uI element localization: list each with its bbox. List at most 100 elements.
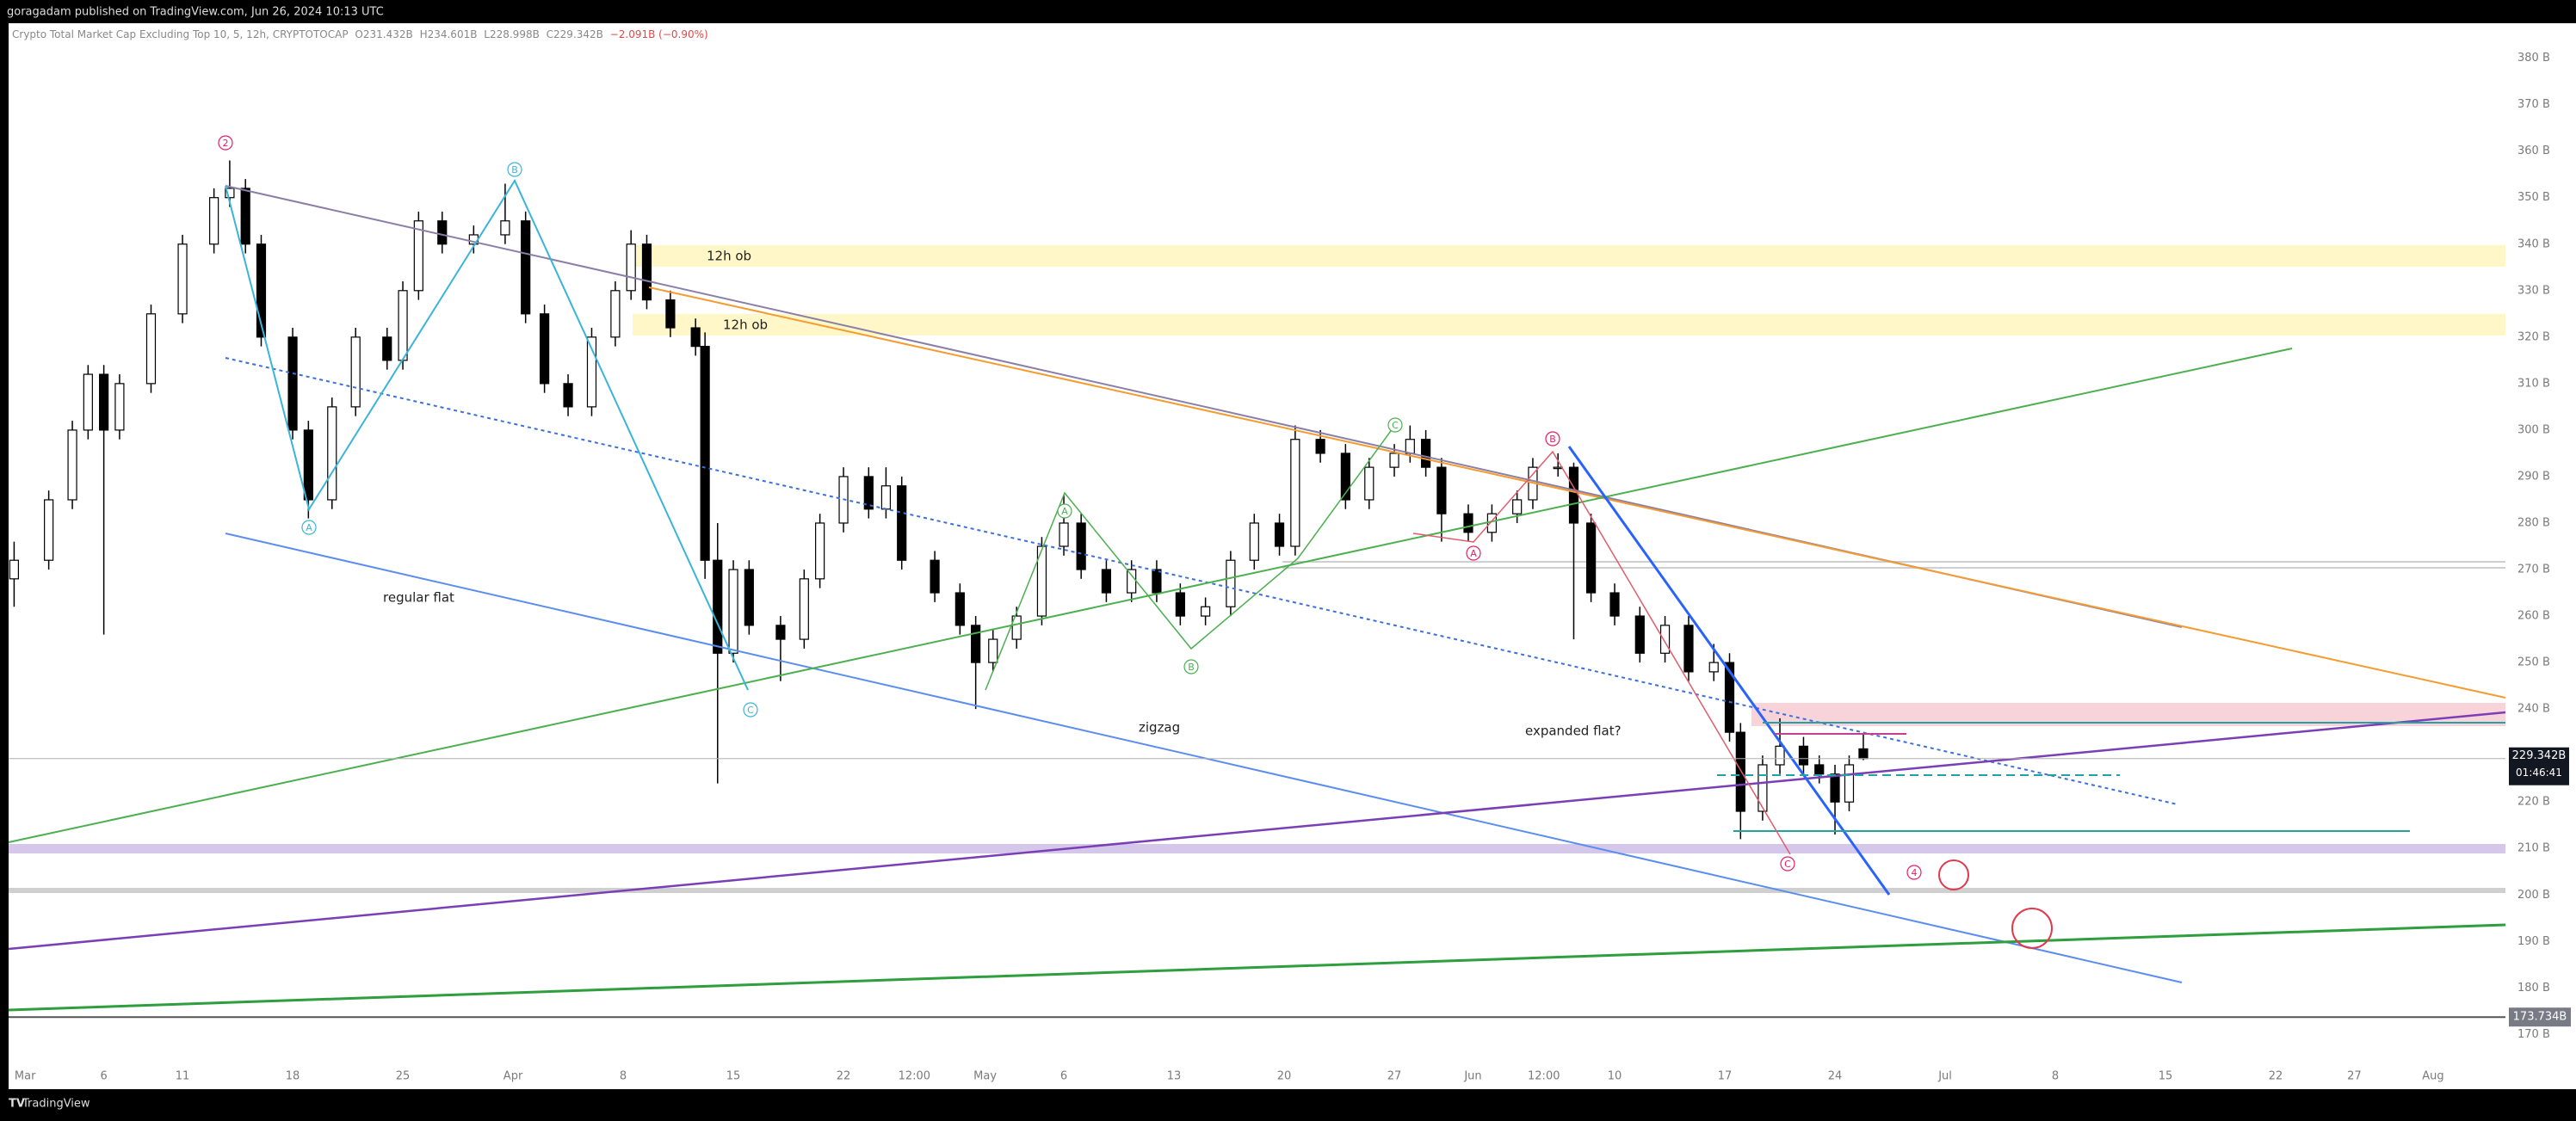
price-tag xyxy=(2509,747,2569,785)
candle-body xyxy=(500,220,510,236)
candle-body xyxy=(641,243,652,301)
candle-body xyxy=(1152,569,1162,594)
zones xyxy=(9,245,2505,893)
wave-badge xyxy=(301,520,317,535)
y-tick-label: 310 B xyxy=(2517,377,2550,390)
wave-badge xyxy=(1466,545,1481,561)
attribution: goragadam published on TradingView.com, … xyxy=(7,6,384,19)
y-tick-label: 350 B xyxy=(2517,191,2550,204)
candle-body xyxy=(563,383,573,408)
wave-badge xyxy=(1387,417,1403,433)
candle-body xyxy=(240,188,250,245)
y-tick-label: 320 B xyxy=(2517,330,2550,343)
target-circle xyxy=(1938,859,1969,890)
y-tick-label: 290 B xyxy=(2517,470,2550,483)
candle-body xyxy=(1421,439,1431,468)
x-tick-label: 10 xyxy=(1608,1070,1622,1083)
trend-line xyxy=(8,348,2293,843)
y-tick-label: 260 B xyxy=(2517,610,2550,623)
candle-body xyxy=(1634,615,1645,654)
support-band xyxy=(9,844,2505,853)
candle-body xyxy=(1609,592,1620,617)
candle-body xyxy=(700,346,710,561)
candle-body xyxy=(1175,592,1185,617)
y-tick-label: 360 B xyxy=(2517,145,2550,157)
low-tag-label: 173.734B xyxy=(2513,1011,2567,1024)
candle-body xyxy=(1249,522,1259,561)
candle-body xyxy=(1553,466,1563,470)
wave-badge xyxy=(1057,503,1072,519)
wave-label: B xyxy=(1549,434,1556,445)
candle-body xyxy=(1127,569,1137,594)
x-tick-label: 11 xyxy=(176,1070,190,1083)
candle-body xyxy=(145,313,157,385)
y-tick-label: 380 B xyxy=(2517,52,2550,65)
x-tick-label: 25 xyxy=(396,1070,411,1083)
candle-body xyxy=(1512,499,1523,514)
candle-body xyxy=(287,336,298,431)
candle-body xyxy=(209,197,219,245)
support-band xyxy=(9,888,2505,893)
candle-body xyxy=(83,373,93,431)
legend-low: L228.998B xyxy=(484,28,540,40)
y-tick-label: 220 B xyxy=(2517,796,2550,809)
candle-body xyxy=(1274,522,1285,547)
candle-body xyxy=(382,336,392,361)
wave-badge xyxy=(1780,856,1795,872)
x-tick-label: May xyxy=(973,1070,997,1083)
candle-body xyxy=(1683,625,1694,673)
zone-label: 12h ob xyxy=(723,317,768,333)
trend-line xyxy=(8,923,2506,1012)
y-tick-label: 340 B xyxy=(2517,237,2550,250)
candle-body xyxy=(1775,745,1785,766)
x-tick-label: 6 xyxy=(1060,1070,1067,1083)
wave-label: 4 xyxy=(1912,867,1918,878)
order-block-zone xyxy=(633,245,2505,267)
candle-body xyxy=(99,373,109,431)
candle-body xyxy=(728,569,738,654)
wave-path xyxy=(985,424,1396,691)
candle-body xyxy=(350,336,361,408)
candle-body xyxy=(437,220,448,245)
wave-label: A xyxy=(1061,506,1068,517)
x-tick-label: Apr xyxy=(503,1070,523,1083)
candle-body xyxy=(1659,625,1671,654)
y-tick-label: 370 B xyxy=(2517,98,2550,111)
price-tag-label: 229.342B xyxy=(2512,749,2567,762)
candle-body xyxy=(586,336,597,408)
x-tick-label: 20 xyxy=(1277,1070,1292,1083)
x-tick-label: 13 xyxy=(1167,1070,1182,1083)
candle-body xyxy=(1101,569,1112,594)
chart-background xyxy=(9,23,2576,1089)
wave-badge xyxy=(1545,431,1560,447)
x-tick-label: 24 xyxy=(1828,1070,1843,1083)
candle-body xyxy=(1315,439,1325,454)
x-tick-label: 15 xyxy=(726,1070,741,1083)
candle-body xyxy=(897,485,907,561)
y-tick-label: 300 B xyxy=(2517,423,2550,436)
candle-body xyxy=(988,638,998,663)
x-tick-label: 15 xyxy=(2159,1070,2173,1083)
drawings xyxy=(8,178,2506,1012)
candle-body xyxy=(775,625,786,640)
zone-label: 12h ob xyxy=(707,249,751,264)
candle-body xyxy=(256,243,267,338)
candle-body xyxy=(1814,764,1825,775)
legend-close: C229.342B xyxy=(547,28,603,40)
candle-body xyxy=(880,485,892,510)
x-tick-label: 8 xyxy=(2052,1070,2059,1083)
legend-high: H234.601B xyxy=(420,28,478,40)
pattern-label: zigzag xyxy=(1139,720,1180,736)
x-tick-label: 27 xyxy=(1387,1070,1402,1083)
axes: 380 B 370 B 360 B 350 B 340 B 330 B 320 B 310 B… xyxy=(9,52,2571,1083)
y-tick-label: 210 B xyxy=(2517,842,2550,855)
candle-body xyxy=(521,220,531,315)
candle-body xyxy=(9,559,19,580)
pattern-label: expanded flat? xyxy=(1525,724,1622,739)
x-tick-label: 18 xyxy=(286,1070,300,1083)
candles xyxy=(9,160,1869,840)
trend-line xyxy=(1567,446,1891,896)
y-tick-label: 280 B xyxy=(2517,516,2550,529)
x-tick-label: 12:00 xyxy=(899,1070,930,1083)
x-tick-label: 12:00 xyxy=(1528,1070,1560,1083)
